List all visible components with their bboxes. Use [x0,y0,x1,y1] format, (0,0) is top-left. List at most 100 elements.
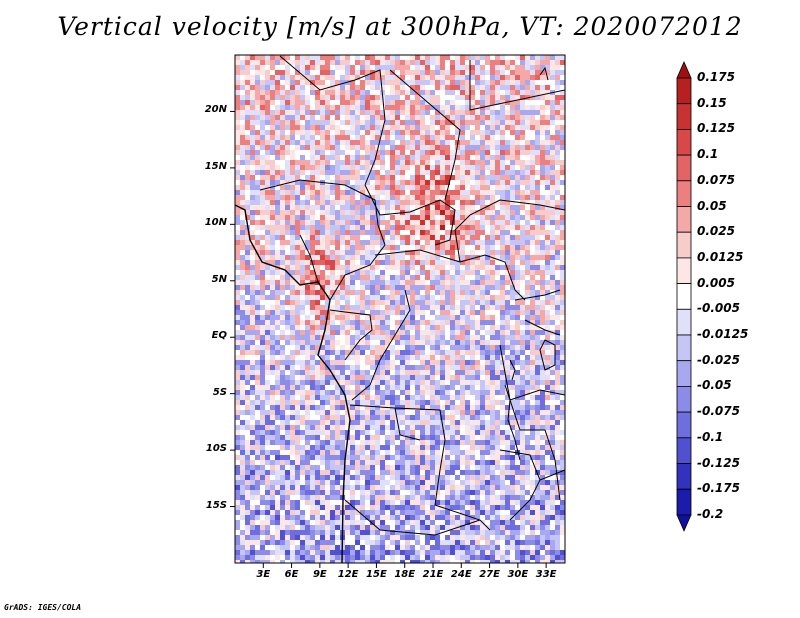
field-cell [520,80,526,86]
field-cell [425,415,431,421]
field-cell [260,80,266,86]
field-cell [355,95,361,101]
field-cell [290,175,296,181]
field-cell [480,145,486,151]
field-cell [405,400,411,406]
field-cell [265,255,271,261]
field-cell [325,245,331,251]
field-cell [425,275,431,281]
field-cell [250,305,256,311]
field-cell [555,160,561,166]
field-cell [370,340,376,346]
field-cell [425,370,431,376]
field-cell [370,175,376,181]
field-cell [235,345,241,351]
field-cell [360,285,366,291]
field-cell [275,350,281,356]
field-cell [315,115,321,121]
field-cell [445,195,451,201]
field-cell [375,195,381,201]
field-cell [350,320,356,326]
field-cell [460,325,466,331]
field-cell [435,115,441,121]
field-cell [265,165,271,171]
field-cell [420,315,426,321]
field-cell [285,215,291,221]
field-cell [510,110,516,116]
field-cell [340,315,346,321]
field-cell [540,265,546,271]
field-cell [290,220,296,226]
field-cell [550,200,556,206]
field-cell [510,240,516,246]
field-cell [450,115,456,121]
field-cell [330,290,336,296]
field-cell [455,240,461,246]
field-cell [360,120,366,126]
field-cell [400,145,406,151]
field-cell [250,150,256,156]
field-cell [300,125,306,131]
field-cell [300,330,306,336]
field-cell [285,405,291,411]
field-cell [370,425,376,431]
field-cell [480,345,486,351]
field-cell [330,355,336,361]
field-cell [400,185,406,191]
field-cell [400,95,406,101]
field-cell [235,195,241,201]
field-cell [340,245,346,251]
field-cell [535,320,541,326]
field-cell [300,340,306,346]
field-cell [395,195,401,201]
field-cell [245,85,251,91]
field-cell [535,230,541,236]
field-cell [420,385,426,391]
field-cell [350,355,356,361]
field-cell [450,405,456,411]
field-cell [450,160,456,166]
field-cell [435,235,441,241]
field-cell [275,420,281,426]
field-cell [460,340,466,346]
field-cell [410,385,416,391]
field-cell [480,165,486,171]
field-cell [295,65,301,71]
field-cell [260,215,266,221]
field-cell [250,165,256,171]
field-cell [480,120,486,126]
field-cell [405,105,411,111]
field-cell [455,200,461,206]
field-cell [420,70,426,76]
field-cell [245,395,251,401]
field-cell [435,155,441,161]
field-cell [245,260,251,266]
field-cell [360,340,366,346]
field-cell [525,380,531,386]
field-cell [345,365,351,371]
field-cell [400,360,406,366]
field-cell [310,55,316,61]
field-cell [345,255,351,261]
field-cell [245,430,251,436]
field-cell [255,345,261,351]
field-cell [285,370,291,376]
field-cell [290,230,296,236]
field-cell [270,420,276,426]
field-cell [445,290,451,296]
field-cell [275,335,281,341]
field-cell [405,335,411,341]
field-cell [525,320,531,326]
field-cell [440,305,446,311]
field-cell [355,230,361,236]
field-cell [390,120,396,126]
field-cell [510,315,516,321]
field-cell [435,125,441,131]
field-cell [260,290,266,296]
field-cell [455,235,461,241]
field-cell [450,140,456,146]
field-cell [340,65,346,71]
field-cell [235,205,241,211]
field-cell [325,100,331,106]
field-cell [530,340,536,346]
